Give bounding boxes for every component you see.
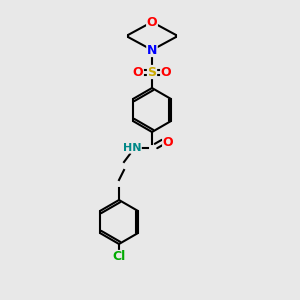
- Text: O: O: [161, 65, 171, 79]
- Text: S: S: [148, 65, 157, 79]
- Text: O: O: [163, 136, 173, 148]
- Text: Cl: Cl: [112, 250, 126, 263]
- Text: O: O: [147, 16, 157, 28]
- Text: HN: HN: [123, 143, 141, 153]
- Text: O: O: [133, 65, 143, 79]
- Text: N: N: [147, 44, 157, 56]
